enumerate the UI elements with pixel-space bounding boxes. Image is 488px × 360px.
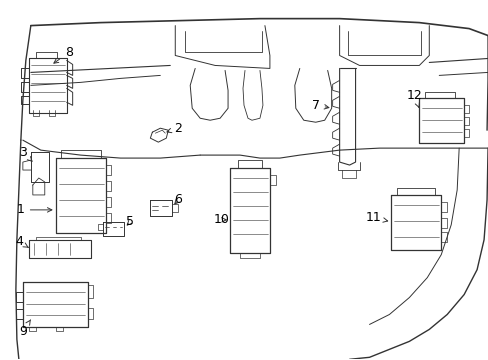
Text: 8: 8 bbox=[54, 46, 73, 63]
Text: 9: 9 bbox=[19, 320, 31, 338]
Text: 4: 4 bbox=[15, 235, 28, 248]
Text: 1: 1 bbox=[17, 203, 52, 216]
Text: 6: 6 bbox=[174, 193, 182, 206]
Text: 2: 2 bbox=[166, 122, 182, 135]
Text: 7: 7 bbox=[311, 99, 328, 112]
Text: 5: 5 bbox=[126, 215, 134, 228]
Text: 3: 3 bbox=[19, 145, 32, 161]
Text: 10: 10 bbox=[214, 213, 229, 226]
Text: 11: 11 bbox=[365, 211, 387, 224]
Text: 12: 12 bbox=[406, 89, 421, 108]
